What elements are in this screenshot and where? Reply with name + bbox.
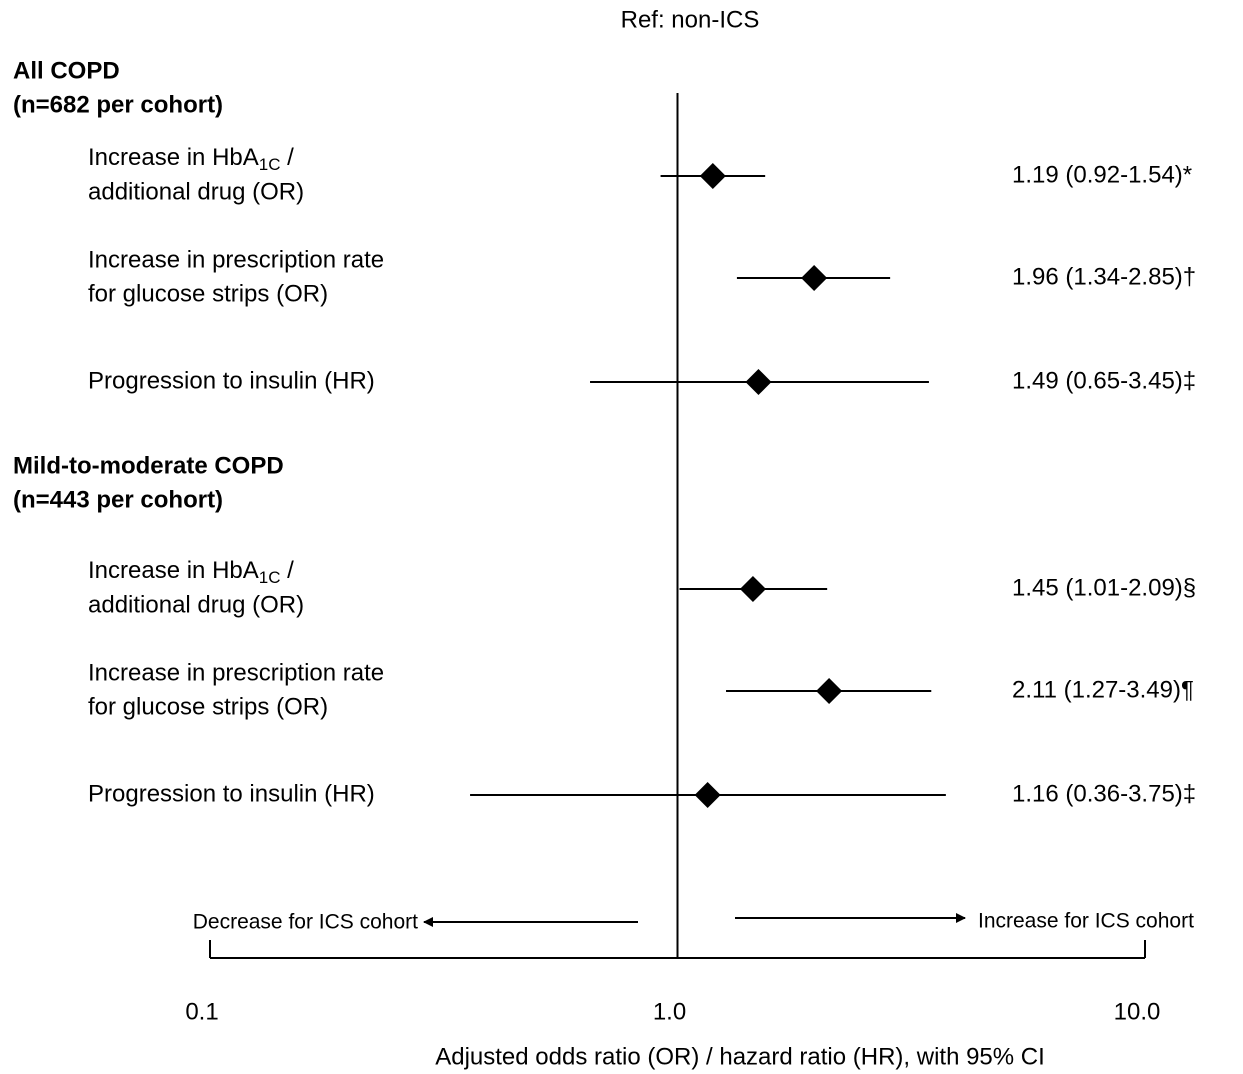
chart-title: Ref: non-ICS bbox=[621, 6, 760, 33]
x-axis-title: Adjusted odds ratio (OR) / hazard ratio … bbox=[435, 1043, 1045, 1070]
x-tick-label: 1.0 bbox=[653, 998, 686, 1025]
x-tick-label: 0.1 bbox=[185, 998, 218, 1025]
group-title: All COPD bbox=[13, 57, 120, 84]
value-label: 1.19 (0.92-1.54)* bbox=[1012, 161, 1192, 188]
row-label: Increase in HbA1C / bbox=[88, 144, 294, 174]
value-label: 1.49 (0.65-3.45)‡ bbox=[1012, 367, 1196, 394]
row-label: for glucose strips (OR) bbox=[88, 280, 328, 307]
row-label: Progression to insulin (HR) bbox=[88, 780, 375, 807]
row-label: for glucose strips (OR) bbox=[88, 693, 328, 720]
point-estimate bbox=[694, 782, 721, 808]
row-label: Increase in prescription rate bbox=[88, 246, 384, 273]
value-label: 1.45 (1.01-2.09)§ bbox=[1012, 574, 1196, 601]
annotation: Increase for ICS cohort bbox=[978, 910, 1194, 933]
row-label: additional drug (OR) bbox=[88, 178, 304, 205]
group-title: (n=682 per cohort) bbox=[13, 91, 223, 118]
group-title: (n=443 per cohort) bbox=[13, 486, 223, 513]
point-estimate bbox=[739, 576, 766, 602]
value-label: 1.16 (0.36-3.75)‡ bbox=[1012, 780, 1196, 807]
point-estimate bbox=[745, 369, 772, 395]
row-label: Progression to insulin (HR) bbox=[88, 367, 375, 394]
row-label: additional drug (OR) bbox=[88, 591, 304, 618]
group-title: Mild-to-moderate COPD bbox=[13, 452, 284, 479]
value-label: 2.11 (1.27-3.49)¶ bbox=[1012, 676, 1194, 703]
value-label: 1.96 (1.34-2.85)† bbox=[1012, 263, 1196, 290]
x-tick-label: 10.0 bbox=[1114, 998, 1161, 1025]
point-estimate bbox=[801, 265, 828, 291]
annotation: Decrease for ICS cohort bbox=[193, 911, 418, 934]
row-label: Increase in HbA1C / bbox=[88, 557, 294, 587]
row-label: Increase in prescription rate bbox=[88, 659, 384, 686]
point-estimate bbox=[816, 678, 843, 704]
point-estimate bbox=[699, 163, 726, 189]
